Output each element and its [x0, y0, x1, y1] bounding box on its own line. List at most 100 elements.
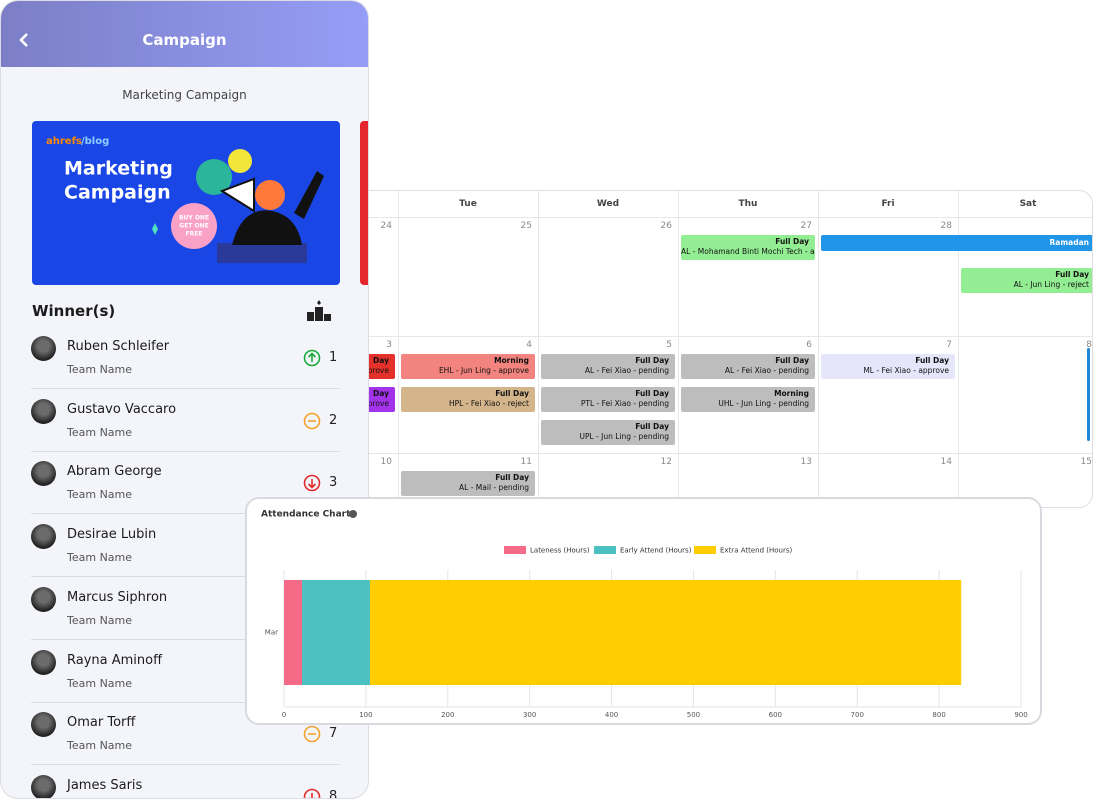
- sparkle: [152, 223, 158, 235]
- date: 15: [1080, 457, 1092, 467]
- sticker-text: GET ONE: [179, 223, 208, 230]
- winner-name: Ruben Schleifer: [67, 339, 170, 354]
- winner-list: Ruben Schleifer Team Name 1 Gustavo Vaccaro…: [1, 1, 368, 798]
- trend-arrow: [307, 479, 317, 490]
- event[interactable]: Full Day AL - Jun Ling - reject: [961, 268, 1092, 293]
- event[interactable]: Full Day AL - Fei Xiao - pending: [681, 354, 815, 379]
- head: [255, 180, 285, 210]
- date: 7: [946, 340, 952, 350]
- column-line: [678, 191, 679, 507]
- winner-team: Team Name: [67, 676, 133, 690]
- date: 8: [1086, 340, 1092, 350]
- legend-swatch: [504, 546, 526, 554]
- event[interactable]: Full Day HPL - Fei Xiao - reject: [401, 387, 535, 412]
- event[interactable]: Full Day ML - Fei Xiao - approve: [821, 354, 955, 379]
- date: 14: [940, 457, 952, 467]
- sticker: [171, 203, 217, 249]
- event-title: Day: [373, 389, 389, 398]
- trend-ring: [303, 349, 321, 367]
- event-title: Full Day: [495, 473, 529, 482]
- winner-team: Team Name: [67, 488, 133, 502]
- event[interactable]: Full Day AL - Fei Xiao - pending: [541, 354, 675, 379]
- legend-label: Early Attend (Hours): [620, 547, 692, 555]
- event-detail: UHL - Jun Ling - pending: [718, 399, 809, 408]
- sticker-text: FREE: [186, 231, 203, 238]
- divider: [31, 764, 340, 766]
- winner-team: Team Name: [67, 425, 133, 439]
- banner-next[interactable]: [360, 121, 368, 285]
- event-title: Morning: [494, 356, 529, 365]
- event-title: Ramadan: [1049, 238, 1089, 247]
- event-title: Full Day: [915, 356, 949, 365]
- trend-ring: [303, 475, 321, 492]
- legend-swatch: [594, 546, 616, 554]
- bar-segment: [369, 580, 962, 685]
- winner-team: Team Name: [67, 613, 133, 627]
- event[interactable]: Full Day AL - Mail - pending: [401, 471, 535, 496]
- column-line: [818, 191, 819, 507]
- event[interactable]: Ramadan: [821, 235, 1092, 251]
- winner-name: Marcus Siphron: [67, 589, 168, 605]
- trend-icon: [303, 412, 321, 429]
- trend-icon: [303, 475, 321, 492]
- sticker: [228, 149, 252, 173]
- back-button[interactable]: [17, 32, 31, 48]
- date: 12: [660, 457, 672, 467]
- x-tick-label: 500: [687, 711, 700, 719]
- column-line: [538, 191, 539, 507]
- event[interactable]: Full Day PTL - Fei Xiao - pending: [541, 387, 675, 412]
- weekday: Wed: [596, 199, 620, 209]
- subtitle: Marketing Campaign: [122, 88, 247, 102]
- x-tick-label: 700: [851, 711, 864, 719]
- event[interactable]: Morning EHL - Jun Ling - approve: [401, 354, 535, 379]
- event-detail: AL - Fei Xiao - pending: [584, 366, 669, 375]
- headline: Campaign: [64, 182, 171, 204]
- event[interactable]: Full Day AL - Mohamand Binti Mochi Tech -…: [681, 235, 815, 260]
- person: [232, 210, 302, 245]
- trend-icon: [303, 725, 321, 743]
- brand-suffix: /blog: [81, 136, 109, 147]
- event[interactable]: Morning UHL - Jun Ling - pending: [681, 387, 815, 412]
- megaphone: [219, 177, 255, 213]
- banner[interactable]: ahrefs /blog Marketing Campaign BUY ONE …: [32, 121, 340, 285]
- event-title: Morning: [774, 389, 809, 398]
- avatar: [31, 649, 56, 675]
- avatar: [31, 774, 56, 798]
- legend-swatch: [694, 546, 716, 554]
- winner-name: James Saris: [67, 777, 143, 793]
- winner-name: Rayna Aminoff: [67, 652, 163, 668]
- weekday: Tue: [459, 199, 477, 209]
- event-title: Full Day: [775, 356, 809, 365]
- avatar: [31, 524, 56, 550]
- divider: [31, 701, 340, 703]
- divider: [31, 638, 340, 640]
- chart-title: Attendance Chart: [261, 510, 351, 520]
- event-detail: ML - Fei Xiao - approve: [863, 366, 949, 375]
- event-title: Day: [373, 356, 389, 365]
- legend-label: Extra Attend (Hours): [720, 547, 793, 555]
- winner-name: Abram George: [67, 464, 162, 480]
- date: 11: [520, 457, 532, 467]
- event-detail: AL - Fei Xiao - pending: [724, 366, 809, 375]
- weekday: Thu: [738, 199, 758, 209]
- event-title: Full Day: [775, 237, 809, 246]
- avatar: [31, 461, 56, 487]
- column-line: [398, 191, 399, 507]
- info-icon[interactable]: [349, 510, 357, 518]
- event-detail: EHL - Jun Ling - approve: [438, 366, 529, 375]
- chart: Attendance Chart 0 100 200 300 400 500 600 700 8…: [261, 510, 1028, 720]
- event-title: Full Day: [495, 389, 529, 398]
- date: 28: [940, 221, 952, 231]
- weekday: Sat: [1019, 199, 1037, 209]
- event-title: Full Day: [635, 356, 669, 365]
- brand: ahrefs: [46, 136, 82, 147]
- weekday: Fri: [881, 199, 895, 209]
- divider: [31, 576, 340, 578]
- bar-segment: [302, 580, 370, 685]
- trend-arrow: [307, 352, 317, 362]
- header-title: Campaign: [142, 31, 227, 49]
- divider: [31, 450, 340, 452]
- podium-icon: [307, 300, 331, 321]
- event[interactable]: Full Day UPL - Jun Ling - pending: [541, 420, 675, 445]
- calendar: Tue Wed Thu Fri Sat 24 25 26 27 Full Day AL - Moha…: [257, 190, 1093, 508]
